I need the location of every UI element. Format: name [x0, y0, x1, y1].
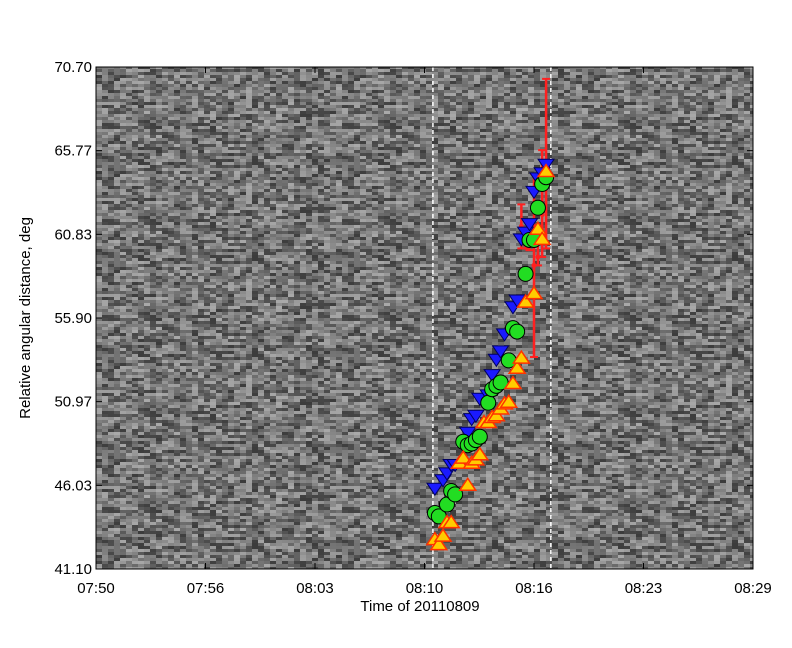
data-point-green-circle	[509, 323, 526, 340]
data-point-blue-triangle	[425, 482, 444, 497]
x-tick-label: 07:50	[77, 580, 115, 597]
data-point-blue-triangle	[520, 218, 539, 232]
data-point-yellow-triangle	[503, 375, 523, 390]
x-tick-label: 08:29	[734, 580, 772, 597]
data-point-red	[535, 254, 541, 260]
data-point-blue-triangle	[458, 426, 477, 441]
data-point-green-circle	[529, 199, 546, 216]
y-tick-label: 65.77	[54, 143, 92, 160]
y-tick-label: 46.03	[54, 477, 92, 494]
data-point-yellow-triangle	[507, 359, 527, 375]
data-point-yellow-triangle	[528, 220, 548, 235]
data-point-green-circle	[480, 394, 497, 411]
data-point-yellow-triangle	[429, 536, 449, 551]
y-axis: 41.10 46.03 50.97 55.90 60.83 65.77 70.70	[54, 59, 753, 578]
data-point-yellow-triangle	[532, 231, 552, 246]
x-tick-label: 08:03	[296, 580, 334, 597]
y-axis-label: Relative angular distance, deg	[17, 217, 34, 419]
data-point-green-circle	[517, 265, 534, 282]
x-tick-label: 08:16	[515, 580, 553, 597]
data-point-yellow-triangle	[511, 349, 531, 364]
data-point-blue-triangle	[466, 409, 485, 424]
data-point-yellow-triangle	[453, 449, 473, 464]
data-point-green-circle	[471, 428, 488, 445]
y-tick-label: 70.70	[54, 59, 92, 76]
series-layer	[425, 158, 556, 551]
data-point-blue-triangle	[483, 369, 502, 383]
data-point-yellow-triangle	[470, 446, 490, 461]
y-tick-label: 41.10	[54, 561, 92, 578]
data-point-yellow-triangle	[536, 163, 556, 178]
x-tick-label: 08:10	[406, 580, 444, 597]
data-point-blue-triangle	[491, 345, 510, 359]
y-tick-label: 55.90	[54, 310, 92, 327]
data-point-yellow-triangle	[516, 293, 535, 308]
x-axis-label: Time of 20110809	[360, 598, 479, 615]
x-tick-label: 08:23	[625, 580, 663, 597]
data-point-green-circle	[492, 374, 509, 391]
data-point-yellow-triangle	[433, 527, 453, 542]
data-point-yellow-triangle	[441, 514, 461, 529]
data-point-yellow-triangle	[486, 407, 506, 422]
x-tick-label: 07:56	[187, 580, 225, 597]
data-point-yellow-triangle	[458, 476, 478, 492]
data-point-yellow-triangle	[524, 285, 544, 300]
data-point-yellow-triangle	[499, 393, 519, 408]
y-tick-label: 50.97	[54, 394, 92, 411]
x-axis: 07:50 07:56 08:03 08:10 08:16 08:23 08:29	[77, 67, 772, 597]
plot-area	[96, 67, 753, 569]
y-tick-label: 60.83	[54, 226, 92, 243]
